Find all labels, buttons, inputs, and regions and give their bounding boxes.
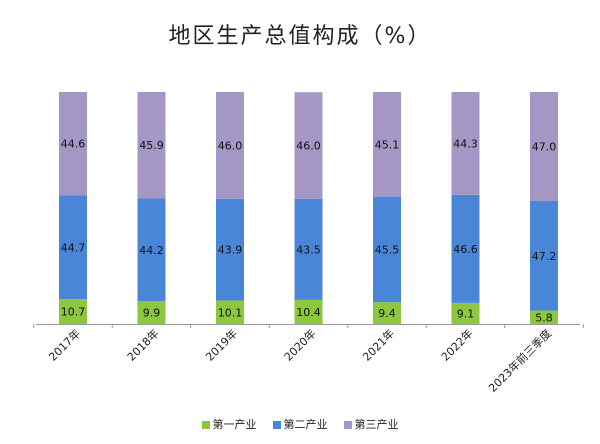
bar-segment <box>59 92 87 196</box>
data-label: 44.6 <box>61 138 86 151</box>
data-label: 44.7 <box>61 241 86 254</box>
data-label: 9.1 <box>457 307 475 320</box>
bar-segment <box>530 310 558 324</box>
data-label: 43.9 <box>218 244 243 257</box>
x-tick-label: 2017年 <box>46 326 83 363</box>
data-label: 10.1 <box>218 306 243 319</box>
x-tick-label: 2018年 <box>124 326 161 363</box>
data-label: 10.4 <box>296 306 321 319</box>
x-tick-label: 2023年前三季度 <box>486 326 555 395</box>
legend-swatch <box>272 421 281 429</box>
data-label: 45.5 <box>375 243 400 256</box>
legend: 第一产业 第二产业 第三产业 <box>0 416 600 432</box>
data-label: 45.9 <box>139 139 164 152</box>
bar-segment <box>294 299 323 324</box>
legend-item: 第三产业 <box>343 416 399 432</box>
chart-title: 地区生产总值构成（%） <box>168 24 432 49</box>
data-label: 46.0 <box>218 139 243 152</box>
data-label: 46.0 <box>296 140 321 153</box>
bar-segment <box>216 300 244 324</box>
bar-segment <box>216 198 244 301</box>
bar-segment <box>137 198 166 302</box>
x-tick-label: 2020年 <box>281 326 318 363</box>
bar-segment <box>451 302 480 324</box>
bar-segment <box>59 195 87 300</box>
data-label: 46.6 <box>453 243 478 256</box>
data-label: 5.8 <box>535 311 553 324</box>
bar-segment <box>451 92 480 195</box>
x-tick-label: 2019年 <box>203 326 240 363</box>
x-tick-label: 2021年 <box>360 326 397 363</box>
data-label: 44.3 <box>453 137 478 150</box>
bars-layer: 10.7 44.7 44.6 9.9 44.2 45.9 10.1 43.9 46.0 10.4 4… <box>59 92 558 324</box>
legend-swatch <box>201 421 210 429</box>
data-label: 43.5 <box>296 243 321 256</box>
legend-item: 第二产业 <box>272 416 328 432</box>
bar-segment <box>294 198 323 300</box>
legend-label: 第二产业 <box>283 418 328 431</box>
data-label: 9.9 <box>143 307 161 320</box>
legend-swatch <box>343 421 352 429</box>
data-label: 10.7 <box>61 306 86 319</box>
data-label: 44.2 <box>139 244 164 257</box>
data-label: 47.2 <box>532 250 557 263</box>
legend-item: 第一产业 <box>201 416 257 432</box>
bar-segment <box>373 92 401 197</box>
data-label: 9.4 <box>378 307 396 320</box>
bar-segment <box>373 302 401 324</box>
bar-segment <box>59 299 87 324</box>
bar-segment <box>530 201 558 311</box>
data-label: 45.1 <box>375 138 400 151</box>
bar-segment <box>216 92 244 199</box>
x-tick-labels: 2017年 2018年 2019年 2020年 2021年 2022年 2023年前三季度 <box>33 324 584 395</box>
x-tick-label: 2022年 <box>438 326 475 363</box>
legend-label: 第三产业 <box>354 418 399 431</box>
bar-segment <box>530 92 558 202</box>
legend-label: 第一产业 <box>212 418 257 431</box>
bar-segment <box>137 92 166 199</box>
data-label: 47.0 <box>532 141 557 154</box>
bar-segment <box>294 92 323 199</box>
bar-segment <box>373 196 401 303</box>
bar-segment <box>451 194 480 303</box>
bar-segment <box>137 301 166 324</box>
